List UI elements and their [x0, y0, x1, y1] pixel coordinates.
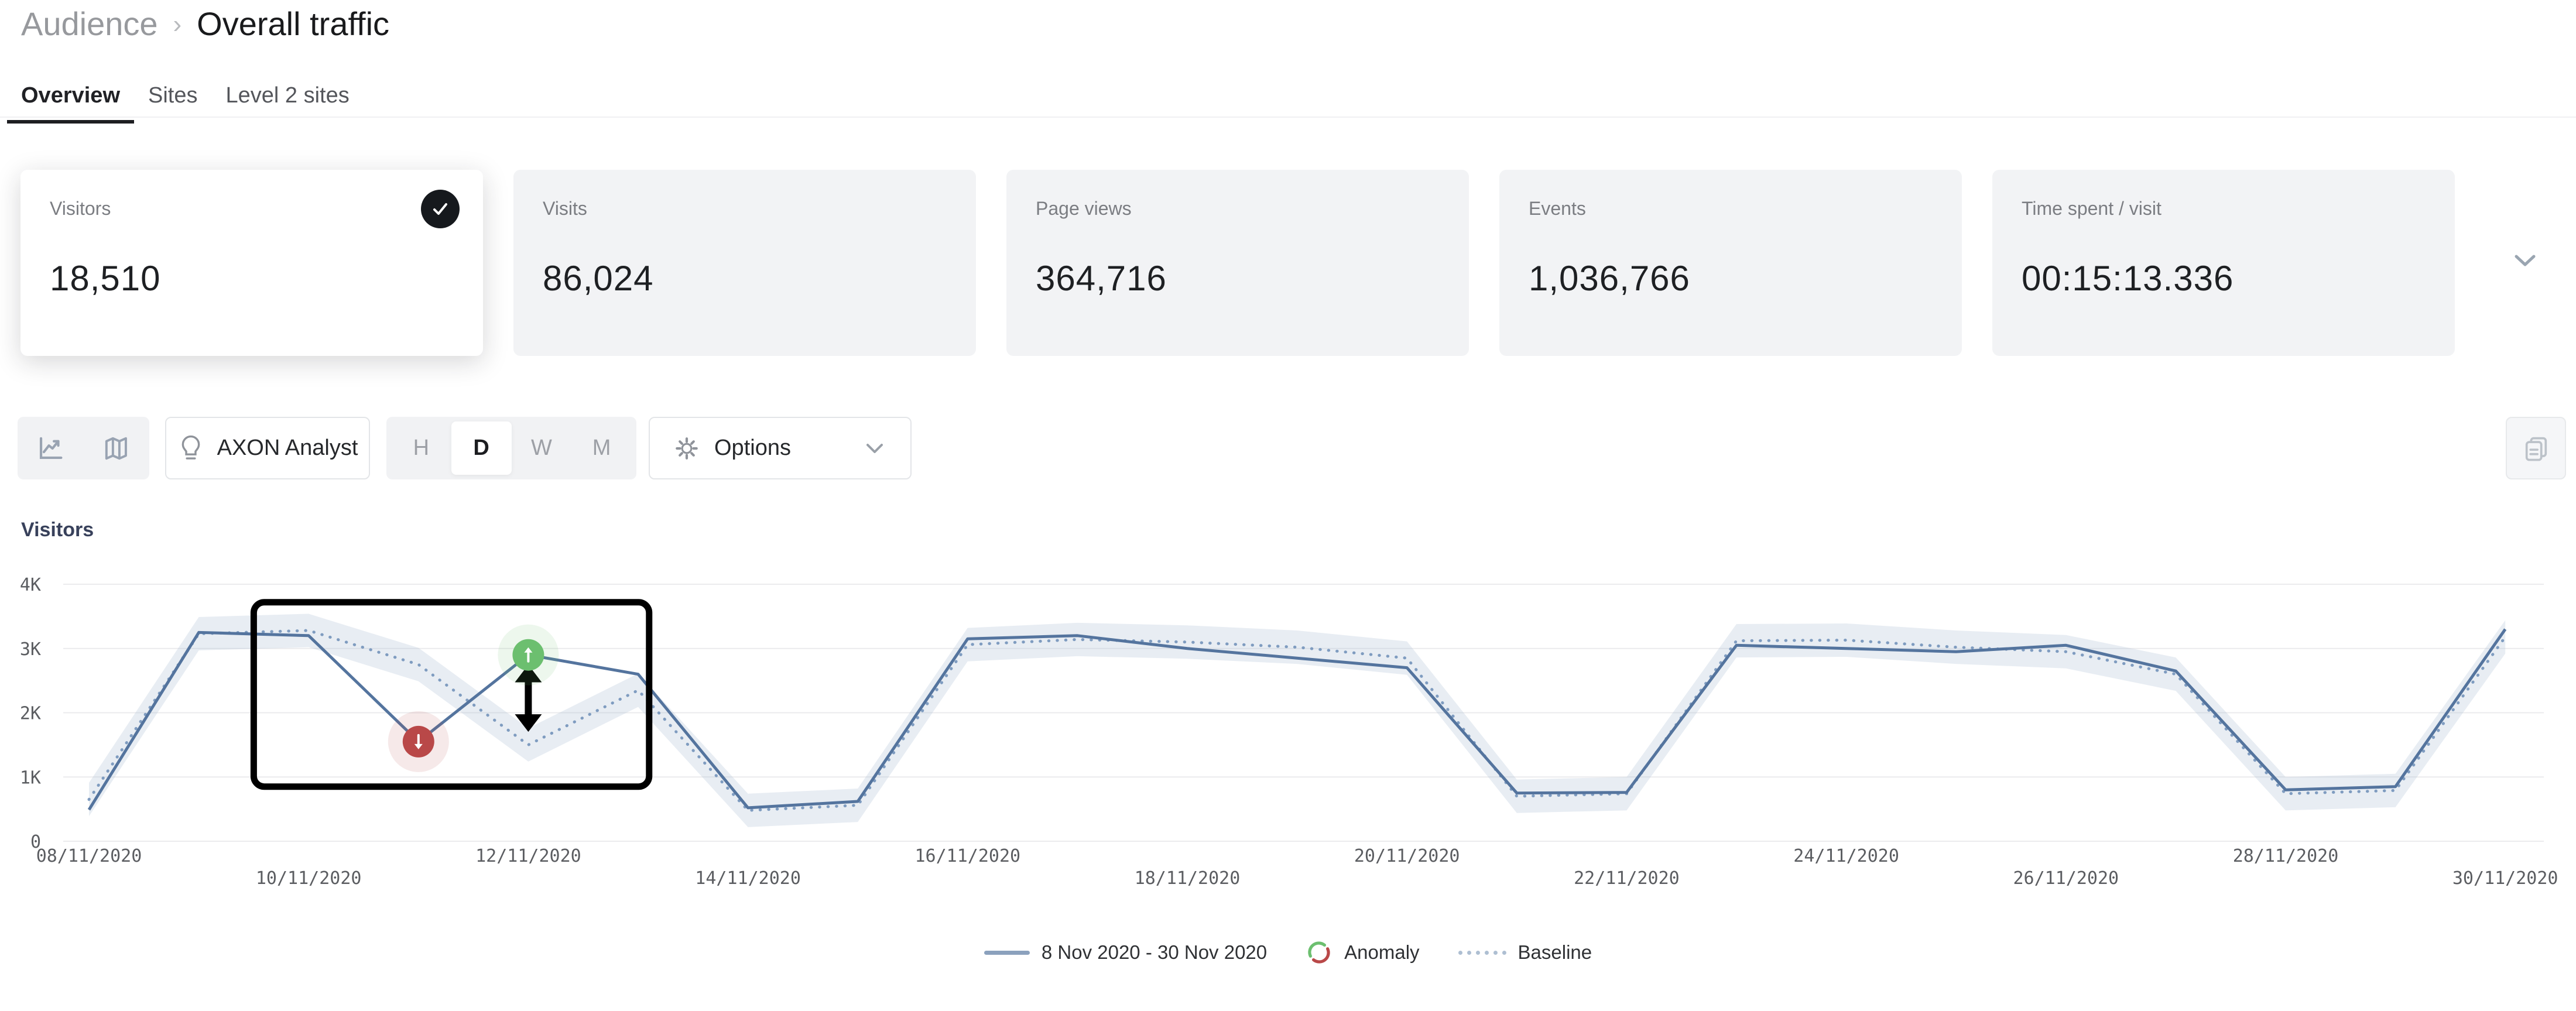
- chart-toolbar: AXON Analyst H D W M Options: [0, 417, 2576, 479]
- tab-overview[interactable]: Overview: [7, 83, 134, 124]
- metric-card-time-spent[interactable]: Time spent / visit 00:15:13.336: [1992, 170, 2455, 356]
- tab-bar: Overview Sites Level 2 sites: [7, 83, 364, 124]
- metric-value: 18,510: [50, 259, 161, 298]
- tab-level-2-sites[interactable]: Level 2 sites: [225, 83, 350, 108]
- page-title: Overall traffic: [197, 5, 390, 42]
- visitors-chart: 0 1K 2K 3K 4K 08/11/2020 10/11/2020 12/11/2020 1…: [20, 575, 2558, 889]
- lightbulb-icon: [181, 435, 200, 460]
- tab-sites[interactable]: Sites: [148, 83, 198, 108]
- legend-anomaly-label: Anomaly: [1344, 941, 1420, 963]
- metric-value: 1,036,766: [1529, 259, 1690, 298]
- x-axis-tick-label: 24/11/2020: [1793, 846, 1899, 866]
- gear-icon: [676, 437, 698, 460]
- deviation-arrow-up-head: [515, 664, 542, 683]
- metric-label: Events: [1529, 198, 1586, 219]
- legend-baseline-label: Baseline: [1517, 941, 1592, 963]
- anomaly-arrow-head-icon: [524, 647, 533, 653]
- options-dropdown[interactable]: Options: [649, 417, 912, 479]
- x-axis-tick-label: 22/11/2020: [1574, 868, 1680, 889]
- anomaly-zone-annotation-box: [250, 599, 653, 790]
- granularity-hour[interactable]: H: [413, 436, 430, 460]
- view-toggle: [18, 417, 149, 479]
- confidence-band: [89, 614, 2506, 827]
- metric-card-events[interactable]: Events 1,036,766: [1499, 170, 1962, 356]
- deviation-arrow-down-head: [515, 714, 542, 732]
- x-axis-tick-label: 20/11/2020: [1354, 846, 1460, 866]
- x-axis-tick-label: 26/11/2020: [2013, 868, 2119, 889]
- metric-cards: Visitors 18,510 Visits 86,024 Page views…: [20, 170, 2455, 356]
- options-label: Options: [714, 436, 791, 460]
- x-axis-tick-label: 12/11/2020: [475, 846, 581, 866]
- metric-card-page-views[interactable]: Page views 364,716: [1006, 170, 1469, 356]
- map-view-button[interactable]: [101, 433, 132, 464]
- y-axis-tick-label: 3K: [20, 639, 41, 660]
- check-icon: [433, 203, 447, 215]
- anomaly-ring-icon: [1308, 941, 1330, 964]
- metric-value: 364,716: [1036, 259, 1167, 298]
- legend-series-label: 8 Nov 2020 - 30 Nov 2020: [1041, 941, 1268, 963]
- legend-anomaly[interactable]: Anomaly: [1306, 939, 1420, 966]
- metric-card-visitors[interactable]: Visitors 18,510: [20, 170, 483, 356]
- metric-value: 86,024: [543, 259, 654, 298]
- chevron-down-icon: [2515, 255, 2536, 266]
- chart-legend: 8 Nov 2020 - 30 Nov 2020 Anomaly Baselin…: [0, 939, 2576, 966]
- series-line-swatch: [984, 950, 1030, 955]
- x-axis-tick-label: 16/11/2020: [914, 846, 1020, 866]
- x-axis-tick-label: 14/11/2020: [695, 868, 801, 889]
- line-chart-icon: [40, 437, 63, 459]
- map-icon: [105, 437, 127, 460]
- granularity-day[interactable]: D: [451, 421, 512, 475]
- copy-icon: [2525, 437, 2547, 461]
- x-axis-tick-label: 18/11/2020: [1135, 868, 1241, 889]
- line-chart-view-button[interactable]: [35, 433, 66, 464]
- y-axis-tick-label: 1K: [20, 767, 41, 788]
- x-axis-tick-label: 30/11/2020: [2452, 868, 2558, 889]
- granularity-week[interactable]: W: [530, 436, 552, 460]
- x-axis-tick-label: 10/11/2020: [256, 868, 362, 889]
- y-axis-tick-label: 4K: [20, 575, 41, 595]
- metric-label: Visits: [543, 198, 587, 219]
- breadcrumb-separator-icon: ›: [173, 10, 182, 39]
- tabs-divider: [0, 116, 2576, 118]
- breadcrumb-section[interactable]: Audience: [21, 5, 158, 42]
- granularity-toggle: H D W M: [386, 417, 636, 479]
- anomaly-arrow-head-icon: [414, 743, 423, 749]
- metric-label: Time spent / visit: [2022, 198, 2161, 219]
- chevron-down-icon: [866, 443, 883, 453]
- granularity-month[interactable]: M: [592, 436, 611, 460]
- chart-title: Visitors: [21, 519, 94, 541]
- selected-check-badge: [421, 190, 460, 228]
- x-axis-tick-label: 08/11/2020: [36, 846, 142, 866]
- baseline-dotted-swatch: [1458, 950, 1506, 955]
- y-axis-tick-label: 0: [30, 832, 41, 852]
- legend-series[interactable]: 8 Nov 2020 - 30 Nov 2020: [984, 941, 1267, 964]
- axon-analyst-label: AXON Analyst: [217, 436, 358, 460]
- y-axis-tick-label: 2K: [20, 704, 41, 724]
- metric-label: Visitors: [50, 198, 111, 219]
- metric-value: 00:15:13.336: [2022, 259, 2234, 298]
- metrics-collapse-button[interactable]: [2512, 252, 2539, 269]
- metric-card-visits[interactable]: Visits 86,024: [513, 170, 976, 356]
- metric-label: Page views: [1036, 198, 1132, 219]
- copy-chart-button[interactable]: [2506, 417, 2566, 479]
- legend-baseline[interactable]: Baseline: [1458, 941, 1592, 964]
- visitors-series-line: [87, 628, 2507, 811]
- axon-analyst-button[interactable]: AXON Analyst: [165, 417, 370, 479]
- x-axis-tick-label: 28/11/2020: [2233, 846, 2339, 866]
- breadcrumb: Audience › Overall traffic: [21, 5, 389, 43]
